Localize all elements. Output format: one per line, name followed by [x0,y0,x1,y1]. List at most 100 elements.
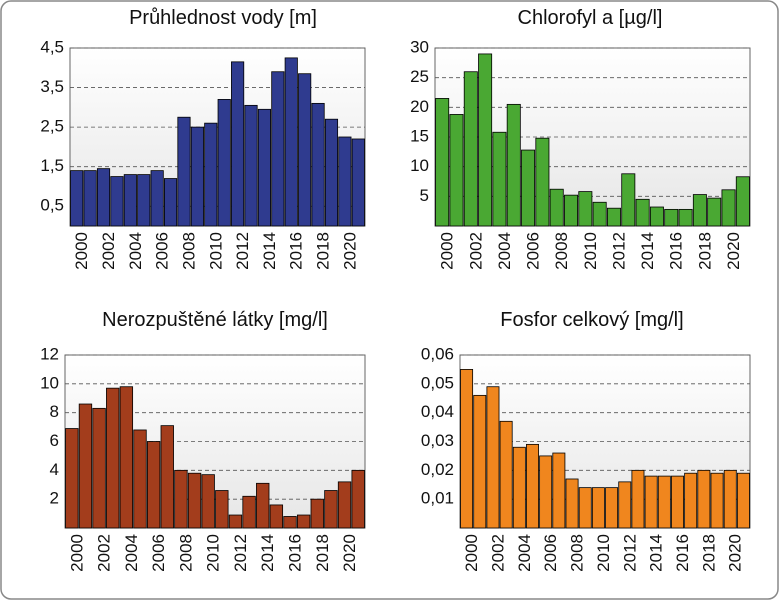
bar [697,469,711,529]
bar [351,138,365,227]
y-tick-label: 10 [410,156,429,175]
x-tick-label: 2014 [260,232,279,270]
bar [692,194,707,227]
y-tick-label: 25 [410,67,429,86]
x-tick-label: 2016 [673,534,692,572]
x-tick-label: 2006 [153,232,172,270]
bar [564,194,579,227]
bar [283,516,297,529]
chart-title: Fosfor celkový [mg/l] [500,309,683,331]
bar [678,208,693,227]
bar [133,429,147,529]
bar [499,420,513,529]
x-tick-label: 2008 [552,232,571,270]
x-tick-label: 2012 [609,232,628,270]
bar [473,394,487,529]
x-tick-label: 2018 [699,534,718,572]
bar [231,61,245,227]
bar [736,472,750,529]
bar [78,403,93,529]
bar [92,407,106,529]
y-tick-label: 2,5 [40,117,64,136]
bar [710,472,724,529]
y-tick-label: 0,05 [421,373,454,392]
bar [269,504,284,529]
bar [204,122,218,227]
bar [256,482,270,529]
y-tick-label: 15 [410,126,429,145]
x-tick-label: 2018 [313,534,332,572]
bar [664,208,679,227]
x-tick-label: 2016 [287,232,306,270]
y-tick-label: 30 [410,37,429,56]
x-tick-label: 2014 [638,232,657,270]
bar [684,472,698,529]
x-tick-label: 2010 [594,534,613,572]
x-tick-label: 2008 [568,534,587,572]
x-tick-label: 2020 [724,232,743,270]
x-tick-label: 2010 [581,232,600,270]
x-tick-label: 2004 [495,232,514,270]
x-tick-label: 2008 [179,232,198,270]
bar [244,104,258,227]
x-tick-label: 2014 [258,534,277,572]
bar [721,189,736,227]
bar [310,498,324,529]
y-tick-label: 0,03 [421,431,454,450]
x-tick-label: 2018 [695,232,714,270]
x-tick-label: 2004 [515,534,534,572]
bar [535,137,550,227]
bar [337,481,352,529]
bar [284,57,298,227]
bar [296,514,311,529]
chart-title: Nerozpuštěné látky [mg/l] [102,309,328,331]
y-tick-label: 10 [40,373,59,392]
x-tick-label: 2002 [466,232,485,270]
x-tick-label: 2020 [340,534,359,572]
bar [552,452,566,529]
y-tick-label: 0,5 [40,196,64,215]
bar [338,136,352,227]
x-tick-label: 2006 [149,534,168,572]
x-tick-label: 2012 [620,534,639,572]
y-tick-label: 2 [50,489,59,508]
bar [257,108,272,227]
chart-title: Průhlednost vody [m] [129,7,317,29]
bar [478,53,493,227]
bar [460,369,474,529]
bar [324,490,338,529]
x-tick-label: 2002 [99,232,118,270]
x-tick-label: 2016 [667,232,686,270]
bar [83,170,97,227]
x-tick-label: 2010 [206,232,225,270]
y-tick-label: 0,01 [421,489,454,508]
y-tick-label: 20 [410,97,429,116]
bar [618,481,632,529]
bar [578,487,592,529]
bar [351,469,365,529]
bar [578,191,593,227]
chart-title: Chlorofyl a [µg/l] [518,7,663,29]
y-tick-label: 3,5 [40,77,64,96]
x-tick-label: 2020 [726,534,745,572]
y-tick-label: 1,5 [40,156,64,175]
bar [707,197,722,227]
bar [657,475,671,529]
bar [521,149,536,227]
bar [723,469,737,529]
bar [605,487,619,529]
bar [539,455,553,529]
bar [174,469,188,529]
bar [621,173,636,227]
bar [735,176,750,227]
bar [242,495,256,529]
bar [506,103,521,227]
bar [311,102,325,227]
x-tick-label: 2008 [176,534,195,572]
bar [549,188,564,227]
bar [215,490,229,529]
bar [631,469,645,529]
y-tick-label: 4,5 [40,37,64,56]
bar [96,168,111,227]
